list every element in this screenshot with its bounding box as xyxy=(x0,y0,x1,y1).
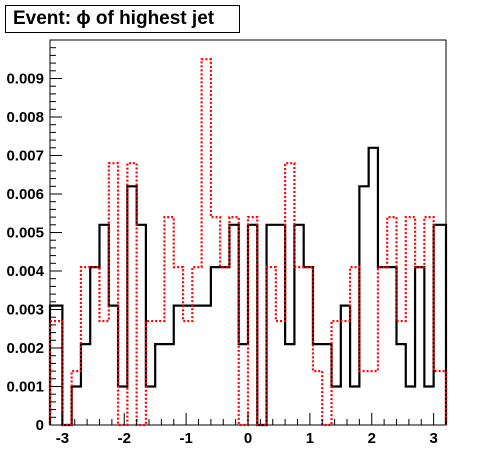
y-tick-label: 0.002 xyxy=(6,340,44,357)
y-tick-label: 0.009 xyxy=(6,71,44,88)
y-tick-label: 0.005 xyxy=(6,225,44,242)
y-tick-label: 0.007 xyxy=(6,148,44,165)
y-tick-label: 0.001 xyxy=(6,379,44,396)
y-tick-label: 0.004 xyxy=(6,263,44,280)
x-tick-label: 3 xyxy=(429,430,437,447)
x-tick-label: 0 xyxy=(244,430,252,447)
y-tick-label: 0.006 xyxy=(6,186,44,203)
x-tick-label: -2 xyxy=(118,430,131,447)
x-tick-label: 2 xyxy=(368,430,376,447)
x-tick-label: -3 xyxy=(56,430,69,447)
y-tick-label: 0 xyxy=(36,417,44,434)
x-tick-label: 1 xyxy=(306,430,314,447)
y-tick-label: 0.008 xyxy=(6,109,44,126)
chart-title: Event: ϕ of highest jet xyxy=(5,5,240,33)
y-tick-label: 0.003 xyxy=(6,302,44,319)
x-tick-label: -1 xyxy=(179,430,192,447)
